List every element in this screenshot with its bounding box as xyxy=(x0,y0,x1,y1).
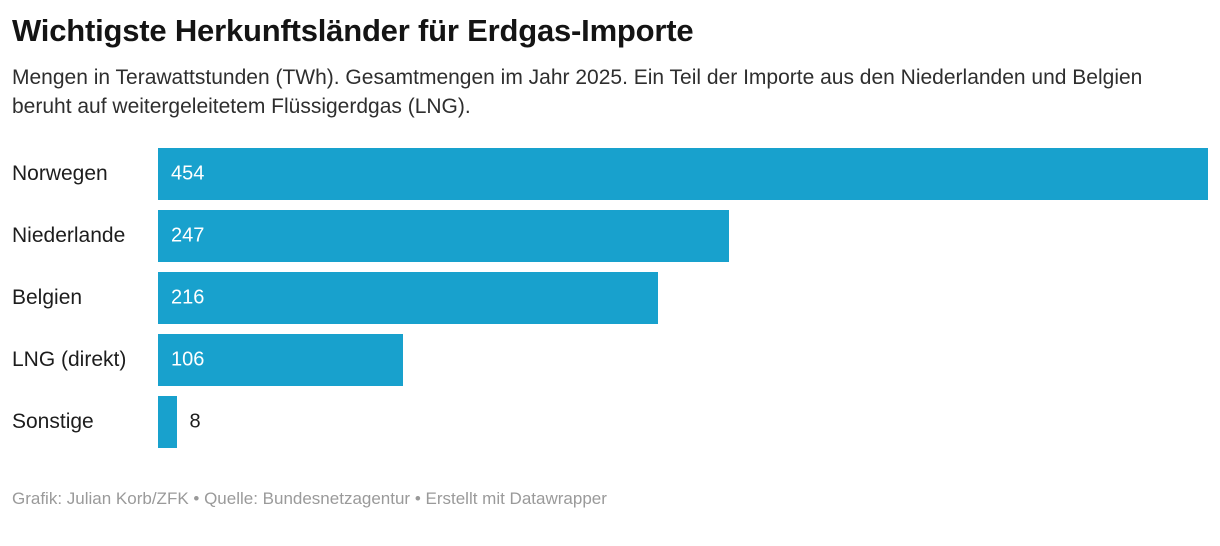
value-label: 247 xyxy=(171,224,205,247)
bar xyxy=(158,271,658,324)
value-label: 216 xyxy=(171,286,205,309)
category-label: Sonstige xyxy=(12,409,94,433)
bar-row: LNG (direkt) 106 xyxy=(12,329,1208,391)
value-label: 106 xyxy=(171,348,205,371)
bar-row: Sonstige 8 xyxy=(12,391,1208,453)
bar-row: Niederlande 247 xyxy=(12,205,1208,267)
bar-track: 247 xyxy=(158,209,1208,262)
bar-track: 216 xyxy=(158,271,1208,324)
category-label: LNG (direkt) xyxy=(12,347,127,371)
category-label: Belgien xyxy=(12,285,83,309)
bar xyxy=(158,333,404,386)
category-label: Norwegen xyxy=(12,161,108,185)
value-label: 454 xyxy=(171,162,205,185)
page-title: Wichtigste Herkunftsländer für Erdgas-Im… xyxy=(12,13,694,48)
chart-subtitle: Mengen in Terawattstunden (TWh). Gesamtm… xyxy=(12,65,1143,118)
category-label: Niederlande xyxy=(12,223,126,247)
credit-line: Grafik: Julian Korb/ZFK • Quelle: Bundes… xyxy=(12,488,607,508)
bar xyxy=(158,147,1208,200)
bar-track: 106 xyxy=(158,333,1208,386)
bar xyxy=(158,395,177,448)
bar-track: 8 xyxy=(158,395,1208,448)
bar-row: Norwegen 454 xyxy=(12,143,1208,205)
bar xyxy=(158,209,730,262)
bar-chart: Norwegen 454 Niederlande 247 Belgien 216… xyxy=(12,143,1208,453)
bar-track: 454 xyxy=(158,147,1208,200)
bar-row: Belgien 216 xyxy=(12,267,1208,329)
value-label: 8 xyxy=(189,410,201,433)
